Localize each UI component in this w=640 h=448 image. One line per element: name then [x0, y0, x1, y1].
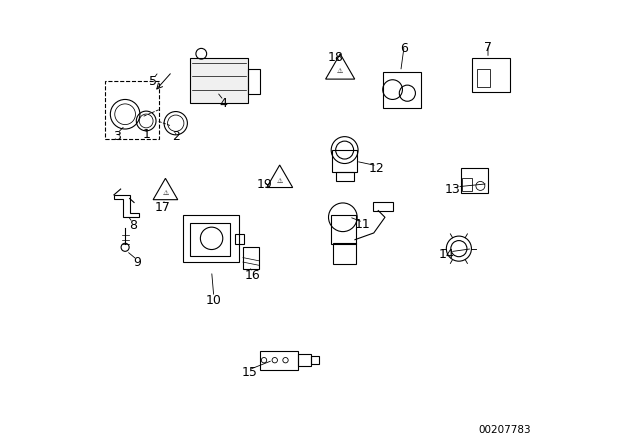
Bar: [311, 356, 319, 364]
Bar: [190, 223, 230, 256]
Text: 17: 17: [154, 201, 170, 214]
Text: 15: 15: [241, 366, 257, 379]
Text: 2: 2: [172, 129, 180, 143]
Bar: [184, 215, 239, 262]
Text: 13: 13: [445, 182, 461, 196]
Text: 14: 14: [439, 248, 454, 261]
Bar: [235, 234, 244, 244]
Text: 1: 1: [142, 128, 150, 141]
Text: ⚠: ⚠: [163, 190, 168, 196]
Bar: [336, 172, 354, 181]
Bar: [477, 69, 490, 87]
Bar: [248, 69, 260, 94]
Text: 7: 7: [484, 41, 492, 55]
Bar: [298, 354, 311, 366]
Text: 4: 4: [220, 96, 228, 110]
Bar: [190, 58, 248, 103]
Text: 12: 12: [369, 162, 385, 175]
Text: 18: 18: [327, 51, 343, 64]
Bar: [332, 150, 356, 172]
Text: 00207783: 00207783: [478, 425, 531, 435]
Text: 19: 19: [257, 178, 273, 191]
Text: 8: 8: [129, 219, 137, 232]
Text: 11: 11: [355, 218, 371, 232]
Text: 16: 16: [245, 269, 260, 282]
Bar: [333, 243, 356, 264]
Bar: [373, 202, 393, 211]
Bar: [461, 168, 488, 193]
Bar: [243, 247, 259, 269]
Text: 10: 10: [206, 293, 222, 307]
Text: 9: 9: [133, 256, 141, 270]
Bar: [332, 215, 356, 244]
Text: ⚠: ⚠: [276, 177, 283, 184]
Bar: [383, 72, 421, 108]
Text: 3: 3: [113, 129, 122, 143]
Text: 5: 5: [149, 75, 157, 88]
Bar: [260, 351, 298, 370]
Bar: [463, 178, 472, 191]
Text: 6: 6: [400, 42, 408, 55]
Text: ⚠: ⚠: [337, 68, 343, 74]
Bar: [472, 58, 511, 92]
Bar: [105, 81, 159, 139]
